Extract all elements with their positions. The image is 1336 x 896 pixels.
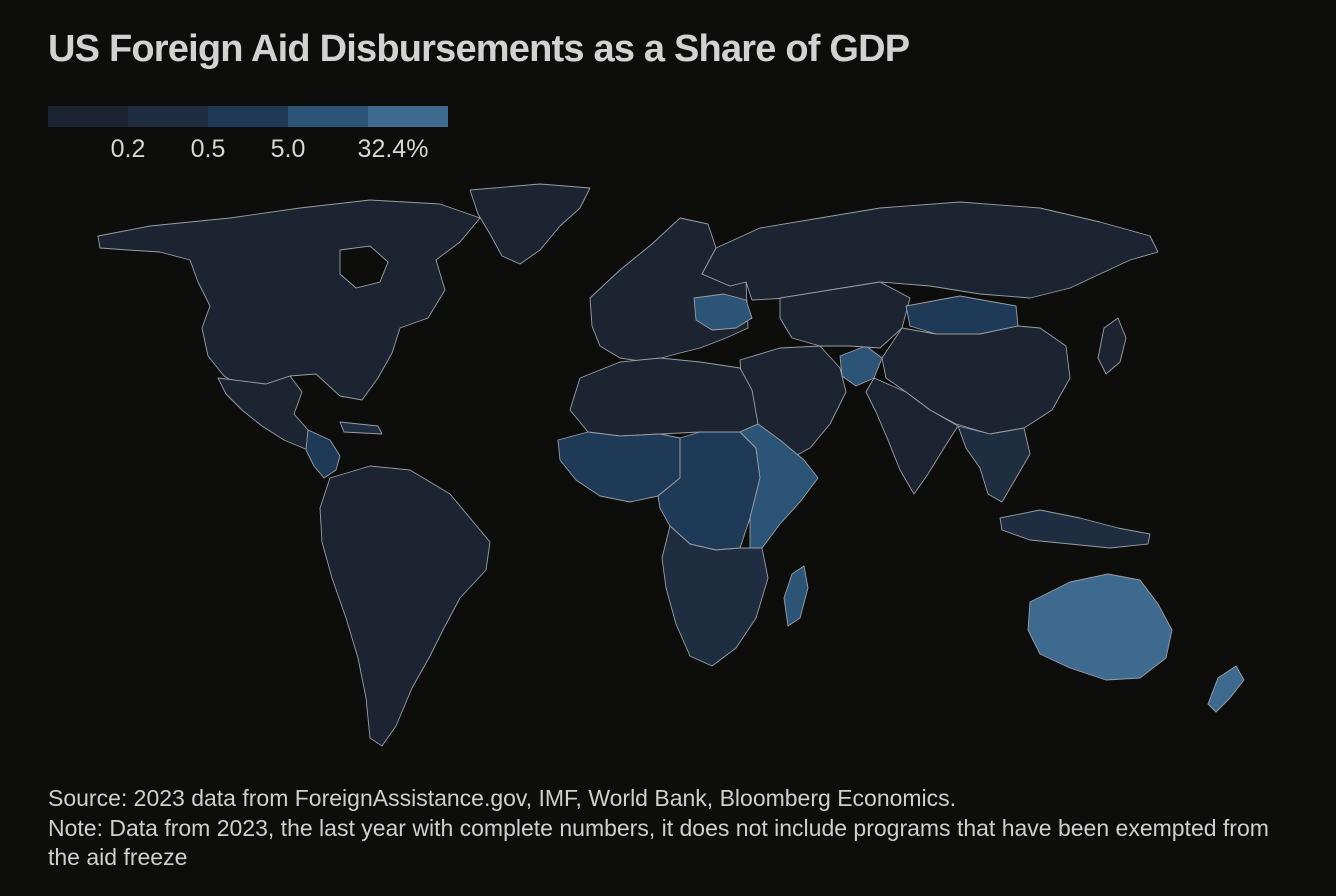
region-west-africa[interactable] — [557, 431, 681, 503]
legend-swatch-3 — [208, 106, 288, 127]
region-southeast-asia[interactable] — [957, 425, 1031, 503]
region-russia[interactable] — [701, 201, 1159, 301]
legend-color-scale — [48, 106, 448, 127]
region-australia[interactable] — [1027, 573, 1173, 681]
region-greenland[interactable] — [469, 183, 591, 265]
region-north-africa[interactable] — [569, 357, 759, 437]
region-new-zealand[interactable] — [1207, 665, 1245, 713]
legend-swatch-2 — [128, 106, 208, 127]
region-indonesia[interactable] — [999, 509, 1151, 549]
region-madagascar[interactable] — [783, 565, 809, 627]
color-legend: 0.2 0.5 5.0 32.4% — [48, 106, 448, 166]
region-south-america[interactable] — [319, 465, 491, 747]
chart-title: US Foreign Aid Disbursements as a Share … — [48, 28, 910, 70]
region-central-america[interactable] — [305, 429, 341, 479]
region-east-africa[interactable] — [739, 423, 819, 549]
legend-tick-labels: 0.2 0.5 5.0 32.4% — [48, 127, 448, 163]
chart-footer: Source: 2023 data from ForeignAssistance… — [48, 784, 1288, 873]
legend-tick-2: 0.5 — [190, 135, 226, 163]
legend-tick-3: 5.0 — [270, 135, 306, 163]
legend-tick-4: 32.4% — [357, 135, 429, 163]
region-mexico[interactable] — [217, 375, 323, 451]
legend-swatch-4 — [288, 106, 368, 127]
legend-tick-1: 0.2 — [110, 135, 146, 163]
world-map-svg — [97, 183, 1245, 747]
legend-swatch-5 — [368, 106, 448, 127]
legend-swatch-1 — [48, 106, 128, 127]
region-japan[interactable] — [1097, 317, 1127, 375]
region-southern-africa[interactable] — [661, 525, 769, 667]
world-map — [40, 178, 1300, 758]
region-ukraine[interactable] — [693, 293, 753, 331]
region-mongolia[interactable] — [905, 295, 1019, 335]
region-caribbean — [339, 421, 383, 435]
region-central-asia[interactable] — [779, 281, 911, 349]
region-north-america[interactable] — [97, 199, 481, 401]
data-note: Note: Data from 2023, the last year with… — [48, 814, 1269, 871]
source-note: Source: 2023 data from ForeignAssistance… — [48, 785, 957, 811]
region-europe[interactable] — [589, 217, 749, 363]
region-india[interactable] — [865, 377, 959, 495]
